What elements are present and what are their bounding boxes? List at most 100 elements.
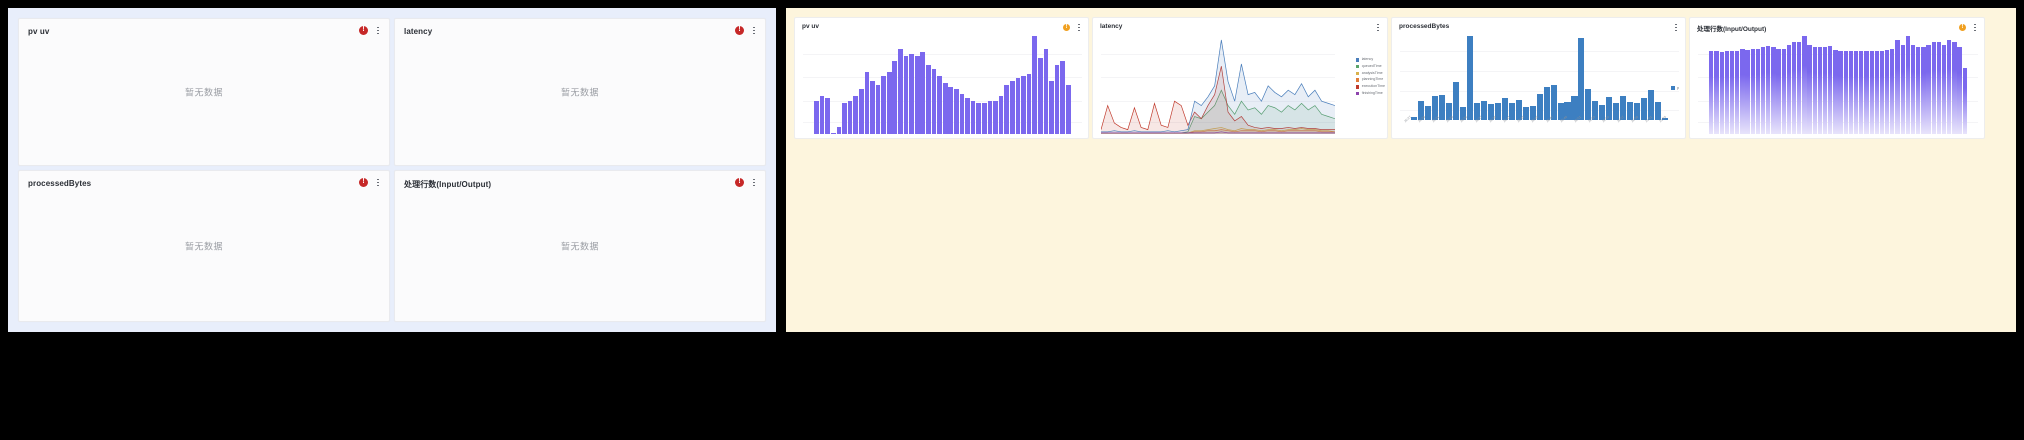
card-processed-rows-empty[interactable]: 处理行数(Input/Output) 暂无数据 xyxy=(394,170,766,322)
bar xyxy=(870,80,875,134)
card-title: processedBytes xyxy=(28,179,92,188)
bar xyxy=(1766,45,1771,134)
bar xyxy=(1418,100,1425,120)
bar xyxy=(903,56,909,134)
kebab-menu-icon[interactable] xyxy=(1672,22,1680,33)
card-latency-empty[interactable]: latency 暂无数据 xyxy=(394,18,766,166)
kebab-menu-icon[interactable] xyxy=(750,25,758,36)
gridlines xyxy=(1101,36,1335,134)
warning-badge-icon[interactable] xyxy=(735,177,744,187)
bar xyxy=(1802,36,1807,134)
bar xyxy=(1828,45,1833,134)
area-analysisTime xyxy=(1101,127,1335,134)
bar xyxy=(1021,76,1026,134)
bar xyxy=(1501,98,1508,120)
bar xyxy=(1564,101,1571,120)
chart-legend-latency[interactable]: latency queuedTime analysisTime planningTim… xyxy=(1355,57,1385,96)
bar xyxy=(1049,80,1054,134)
bar xyxy=(1900,44,1905,134)
kebab-menu-icon[interactable] xyxy=(374,177,382,188)
bar xyxy=(1550,85,1557,120)
bar xyxy=(1473,102,1480,120)
bar xyxy=(864,71,870,134)
bar xyxy=(1599,105,1606,120)
kebab-menu-icon[interactable] xyxy=(374,25,382,36)
empty-state-text: 暂无数据 xyxy=(560,241,599,252)
bar xyxy=(1515,99,1522,120)
bar xyxy=(993,100,998,134)
legend-swatch xyxy=(1355,78,1360,82)
chart-body: 20:27 20:29 20:31 20:33 20:35 20:37 20:39 20:41… xyxy=(1392,34,1685,138)
empty-state-text: 暂无数据 xyxy=(184,241,223,252)
bar xyxy=(1648,90,1655,120)
bar xyxy=(987,100,993,134)
legend-item[interactable]: planningTime xyxy=(1355,78,1385,82)
bar xyxy=(842,102,847,134)
kebab-menu-icon[interactable] xyxy=(1971,22,1979,33)
card-title: pv uv xyxy=(802,23,819,30)
kebab-menu-icon[interactable] xyxy=(750,177,758,188)
card-latency-chart[interactable]: latency latency queuedTime analysisTime pla… xyxy=(1092,17,1388,139)
bar xyxy=(1957,46,1962,134)
bar xyxy=(1869,50,1874,134)
warning-badge-icon[interactable] xyxy=(735,25,744,35)
legend-label: finishingTime xyxy=(1361,90,1383,95)
card-title: latency xyxy=(1100,23,1123,30)
bar xyxy=(914,56,920,134)
card-processed-rows-chart[interactable]: 处理行数(Input/Output) xyxy=(1689,17,1985,139)
card-header-actions xyxy=(359,177,382,188)
bar xyxy=(875,85,881,134)
legend-swatch xyxy=(1355,91,1360,96)
card-pv-uv-empty[interactable]: pv uv 暂无数据 xyxy=(18,18,390,166)
legend-item[interactable]: executionTime xyxy=(1355,85,1385,89)
bar xyxy=(981,102,987,134)
bar xyxy=(1885,49,1890,134)
bar xyxy=(853,96,859,134)
warning-badge-icon[interactable] xyxy=(1959,23,1966,31)
bar xyxy=(1641,98,1648,120)
legend-item[interactable]: queuedTime xyxy=(1355,64,1385,69)
bar xyxy=(1854,50,1859,134)
card-processedbytes-chart[interactable]: processedBytes 20:27 20:29 20:31 20:33 20:35… xyxy=(1391,17,1686,139)
kebab-menu-icon[interactable] xyxy=(1374,22,1382,33)
card-title: pv uv xyxy=(28,27,50,36)
bar xyxy=(1781,48,1786,134)
bar xyxy=(1874,50,1879,134)
kebab-menu-icon[interactable] xyxy=(1075,22,1083,33)
card-title: 处理行数(Input/Output) xyxy=(404,180,492,189)
bar xyxy=(1916,46,1921,134)
bar xyxy=(1037,58,1043,134)
area-executionTime xyxy=(1101,66,1335,134)
bar xyxy=(1655,101,1662,120)
bar xyxy=(920,51,926,134)
bar xyxy=(1786,44,1792,134)
bar xyxy=(1735,50,1740,134)
legend-item[interactable]: latency xyxy=(1355,57,1385,62)
warning-badge-icon[interactable] xyxy=(1063,23,1070,31)
legend-item[interactable]: finishingTime xyxy=(1355,90,1385,96)
warning-badge-icon[interactable] xyxy=(359,25,368,35)
bar xyxy=(1879,50,1885,134)
bar xyxy=(1890,48,1895,134)
legend-swatch xyxy=(1355,85,1360,89)
bar xyxy=(1606,97,1613,120)
card-pv-uv-chart[interactable]: pv uv xyxy=(794,17,1089,139)
bar xyxy=(1439,94,1446,120)
bar xyxy=(881,76,886,134)
bar xyxy=(1529,106,1536,120)
bar xyxy=(847,100,853,134)
legend-item[interactable]: analysisTime xyxy=(1355,71,1385,76)
bar xyxy=(892,60,898,134)
bar xyxy=(1740,48,1745,134)
chart-legend-processedbytes[interactable]: p xyxy=(1671,86,1679,90)
plot-area-pv-uv xyxy=(803,36,1082,134)
bar xyxy=(1613,102,1620,120)
plot-area-processedbytes xyxy=(1400,36,1679,120)
card-processedbytes-empty[interactable]: processedBytes 暂无数据 xyxy=(18,170,390,322)
warning-badge-icon[interactable] xyxy=(359,177,368,187)
bar xyxy=(926,64,931,134)
bar xyxy=(942,82,948,134)
bar xyxy=(1848,50,1854,134)
bar xyxy=(1791,42,1797,134)
